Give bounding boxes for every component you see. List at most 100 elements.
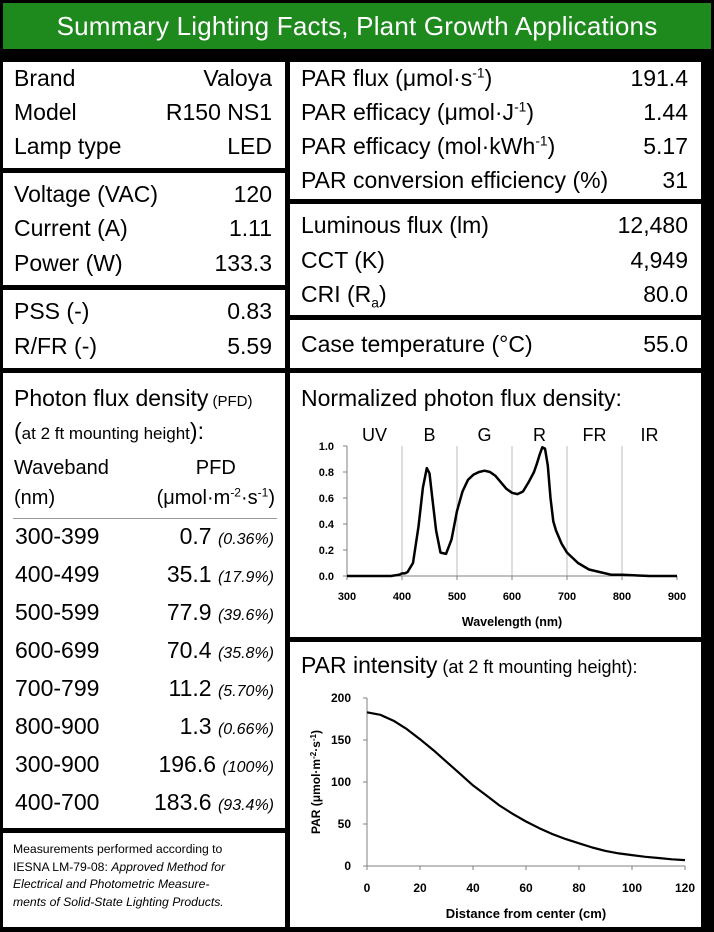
y-axis-label: PAR (μmol·m-2·s-1) <box>309 730 324 834</box>
model-label: Model <box>14 99 77 125</box>
pfd-row-600-699: 600-699 70.4 (35.8%) <box>15 637 274 663</box>
current-row: Current (A) 1.11 <box>3 213 285 243</box>
par-efficacy-kwh-value: 5.17 <box>643 133 688 159</box>
band-label-b: B <box>423 425 435 445</box>
pss-value: 0.83 <box>227 298 272 324</box>
par-efficacy-kwh-row: PAR efficacy (mol·kWh-1) 5.17 <box>290 131 701 161</box>
rfr-value: 5.59 <box>227 333 272 359</box>
par-intensity-chart-title: PAR intensity (at 2 ft mounting height): <box>301 652 638 678</box>
model-value: R150 NS1 <box>165 99 272 125</box>
x-tick-800: 800 <box>613 591 631 603</box>
y-tick-1.0: 1.0 <box>319 441 334 453</box>
lamp-type-label: Lamp type <box>14 133 122 159</box>
pfd-row-300-900: 300-900 196.6 (100%) <box>15 751 274 777</box>
band-label-r: R <box>533 425 546 445</box>
spectrum-chart-box: Normalized photon flux density: UV B G R FR I… <box>290 373 701 637</box>
x-tick-20: 20 <box>413 881 427 895</box>
pfd-title: Photon flux density (PFD) <box>14 385 253 411</box>
pfd-box: Photon flux density (PFD) (at 2 ft mount… <box>3 373 285 828</box>
cri-value: 80.0 <box>643 281 688 307</box>
y-tick-200: 200 <box>331 691 351 705</box>
cri-row: CRI (Ra) 80.0 <box>290 279 701 310</box>
par-efficacy-umol-row: PAR efficacy (μmol·J-1) 1.44 <box>290 97 701 127</box>
lamp-type-row: Lamp type LED <box>3 131 285 161</box>
rfr-row: R/FR (-) 5.59 <box>3 331 285 361</box>
x-tick-0: 0 <box>364 881 371 895</box>
x-axis-label: Wavelength (nm) <box>462 615 562 629</box>
y-tick-0.6: 0.6 <box>319 493 334 505</box>
luminous-flux-row: Luminous flux (lm) 12,480 <box>290 210 701 240</box>
par-efficacy-kwh-label: PAR efficacy (mol·kWh-1) <box>301 133 556 159</box>
par-efficacy-umol-value: 1.44 <box>643 99 688 125</box>
luminous-flux-value: 12,480 <box>617 212 688 238</box>
y-tick-150: 150 <box>331 733 351 747</box>
sheet-title: Summary Lighting Facts, Plant Growth App… <box>3 3 711 49</box>
measurement-note: Measurements performed according to IESN… <box>13 842 226 909</box>
identity-box: Brand Valoya Model R150 NS1 Lamp type LE… <box>3 62 285 168</box>
par-intensity-chart: 0 50 100 150 200 0 20 40 60 80 100 120 Distance from… <box>309 691 696 921</box>
y-tick-0: 0 <box>344 859 351 873</box>
cct-value: 4,949 <box>630 247 688 273</box>
pfd-header: PFD (μmol·m-2·s-1) <box>156 457 275 509</box>
x-axis-label: Distance from center (cm) <box>446 906 606 921</box>
cct-label: CCT (K) <box>301 247 385 273</box>
pfd-row-800-900: 800-900 1.3 (0.66%) <box>15 713 274 739</box>
par-efficacy-umol-label: PAR efficacy (μmol·J-1) <box>301 99 535 125</box>
pfd-row-700-799: 700-799 11.2 (5.70%) <box>15 675 274 701</box>
par-conversion-label: PAR conversion efficiency (%) <box>301 167 609 193</box>
x-tick-300: 300 <box>338 591 356 603</box>
y-tick-0.8: 0.8 <box>319 467 334 479</box>
x-tick-500: 500 <box>448 591 466 603</box>
par-flux-value: 191.4 <box>630 65 688 91</box>
brand-label: Brand <box>14 65 76 91</box>
x-tick-900: 900 <box>668 591 686 603</box>
power-label: Power (W) <box>14 250 123 276</box>
power-row: Power (W) 133.3 <box>3 248 285 278</box>
pss-label: PSS (-) <box>14 298 90 324</box>
voltage-value: 120 <box>233 181 272 207</box>
measurement-note-box: Measurements performed according to IESN… <box>3 833 285 927</box>
x-tick-400: 400 <box>393 591 411 603</box>
spectrum-chart-title: Normalized photon flux density: <box>301 385 622 411</box>
case-temperature-value: 55.0 <box>643 331 688 357</box>
x-tick-40: 40 <box>466 881 480 895</box>
cct-row: CCT (K) 4,949 <box>290 245 701 275</box>
current-value: 1.11 <box>228 215 272 241</box>
y-tick-50: 50 <box>338 817 352 831</box>
pfd-row-500-599: 500-599 77.9 (39.6%) <box>15 599 274 625</box>
case-temperature-label: Case temperature (°C) <box>301 331 533 357</box>
par-conversion-value: 31 <box>662 167 688 193</box>
spectrum-line <box>347 446 677 578</box>
brand-value: Valoya <box>203 65 272 91</box>
luminous-flux-label: Luminous flux (lm) <box>301 212 489 238</box>
current-label: Current (A) <box>14 215 128 241</box>
voltage-row: Voltage (VAC) 120 <box>3 179 285 209</box>
pfd-row-400-700: 400-700 183.6 (93.4%) <box>15 789 274 815</box>
pfd-row-300-399: 300-399 0.7 (0.36%) <box>15 523 274 549</box>
pfd-row-400-499: 400-499 35.1 (17.9%) <box>15 561 274 587</box>
x-tick-120: 120 <box>675 881 695 895</box>
electrical-box: Voltage (VAC) 120 Current (A) 1.11 Power… <box>3 173 285 285</box>
par-box: PAR flux (μmol·s-1) 191.4 PAR efficacy (… <box>290 62 701 199</box>
y-tick-0.0: 0.0 <box>319 571 334 583</box>
model-row: Model R150 NS1 <box>3 97 285 127</box>
par-flux-row: PAR flux (μmol·s-1) 191.4 <box>290 63 701 93</box>
pss-row: PSS (-) 0.83 <box>3 296 285 326</box>
rfr-label: R/FR (-) <box>14 333 98 359</box>
y-tick-0.2: 0.2 <box>319 545 334 557</box>
band-label-g: G <box>477 425 491 445</box>
power-value: 133.3 <box>214 250 272 276</box>
par-flux-label: PAR flux (μmol·s-1) <box>301 65 493 91</box>
par-conversion-row: PAR conversion efficiency (%) 31 <box>290 165 701 195</box>
case-temperature-row: Case temperature (°C) 55.0 <box>290 329 701 359</box>
pfd-subtitle: (at 2 ft mounting height): <box>14 418 204 444</box>
y-tick-0.4: 0.4 <box>319 519 335 531</box>
voltage-label: Voltage (VAC) <box>14 181 159 207</box>
pfd-header-divider <box>13 518 277 519</box>
x-tick-60: 60 <box>519 881 533 895</box>
x-tick-600: 600 <box>503 591 521 603</box>
case-temperature-box: Case temperature (°C) 55.0 <box>290 320 701 368</box>
x-tick-80: 80 <box>572 881 586 895</box>
lamp-type-value: LED <box>227 133 272 159</box>
